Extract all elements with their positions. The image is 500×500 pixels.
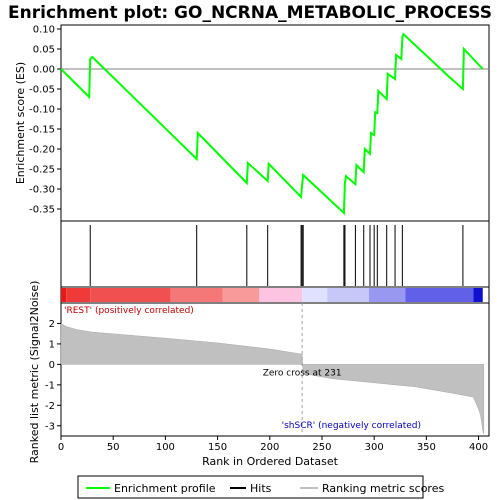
legend-label-ranking: Ranking metric scores [322, 482, 444, 495]
ranking-metric-area [60, 323, 485, 435]
color-bar-segment [327, 288, 369, 302]
es-panel-frame [60, 24, 490, 222]
color-bar-segment [90, 288, 171, 302]
color-bar-segment [259, 288, 303, 302]
color-bar-segment [368, 288, 406, 302]
x-tick-label: 100 [156, 442, 175, 453]
es-y-tick-label: -0.30 [29, 185, 55, 196]
rank-y-tick-label: -1 [45, 380, 55, 391]
x-tick-label: 350 [417, 442, 436, 453]
color-bar-segment [222, 288, 260, 302]
hits-panel [60, 220, 490, 288]
es-y-tick-label: 0.05 [33, 45, 55, 56]
es-y-tick-label: -0.10 [29, 105, 55, 116]
chart-title: Enrichment plot: GO_NCRNA_METABOLIC_PROC… [8, 3, 492, 23]
es-y-tick-label: 0.10 [33, 25, 55, 36]
es-panel: 0.10 0.05 0.00 -0.05 -0.10 -0.15 -0.20 -0.25 -0.… [14, 24, 490, 222]
color-bar-segment [66, 288, 91, 302]
rank-metric-panel: 2 1 0 -1 -2 -3 Zero cross at 231 'REST' (posi… [28, 281, 490, 464]
rank-y-tick-label: -3 [45, 421, 55, 432]
rank-y-tick-label: 0 [49, 360, 55, 371]
x-tick-label: 250 [312, 442, 331, 453]
x-tick-label: 0 [58, 442, 64, 453]
x-axis-ticks: 0 50 100 150 200 250 300 350 400 [58, 436, 488, 453]
es-y-tick-label: -0.35 [29, 205, 55, 216]
es-y-ticks: 0.10 0.05 0.00 -0.05 -0.10 -0.15 -0.20 -0.25 -0.… [29, 25, 61, 216]
es-y-tick-label: -0.15 [29, 125, 55, 136]
rank-y-tick-label: -2 [45, 401, 55, 412]
rank-y-ticks: 2 1 0 -1 -2 -3 [45, 319, 61, 432]
legend-label-hits: Hits [250, 482, 272, 495]
color-bar-segment [473, 288, 483, 302]
color-bar-segment [405, 288, 474, 302]
rank-y-tick-label: 1 [49, 339, 55, 350]
es-y-axis-label: Enrichment score (ES) [14, 62, 27, 184]
color-bar-segments [61, 288, 483, 302]
hit-marks [89, 225, 464, 286]
legend-box [77, 475, 424, 499]
color-bar-segment [61, 288, 67, 302]
x-axis-label: Rank in Ordered Dataset [202, 455, 339, 468]
es-y-tick-label: 0.00 [33, 65, 55, 76]
color-bar-segment [170, 288, 223, 302]
x-tick-label: 300 [365, 442, 384, 453]
es-y-tick-label: -0.20 [29, 145, 55, 156]
color-bar-segment [302, 288, 328, 302]
x-tick-label: 150 [208, 442, 227, 453]
negative-correlation-label: 'shSCR' (negatively correlated) [282, 421, 421, 431]
legend: Enrichment profile Hits Ranking metric s… [77, 475, 444, 499]
rank-color-bar [60, 286, 490, 304]
x-tick-label: 50 [107, 442, 120, 453]
hits-panel-frame [60, 220, 490, 288]
zero-cross-label: Zero cross at 231 [263, 368, 342, 378]
rank-y-axis-label: Ranked list metric (Signal2Noise) [28, 281, 41, 464]
positive-correlation-label: 'REST' (positively correlated) [64, 306, 194, 316]
x-tick-label: 200 [260, 442, 279, 453]
rank-y-tick-label: 2 [49, 319, 55, 330]
es-y-tick-label: -0.25 [29, 165, 55, 176]
legend-label-enrichment: Enrichment profile [114, 482, 216, 495]
es-y-tick-label: -0.05 [29, 85, 55, 96]
enrichment-profile-line [60, 32, 484, 216]
x-tick-label: 400 [469, 442, 488, 453]
